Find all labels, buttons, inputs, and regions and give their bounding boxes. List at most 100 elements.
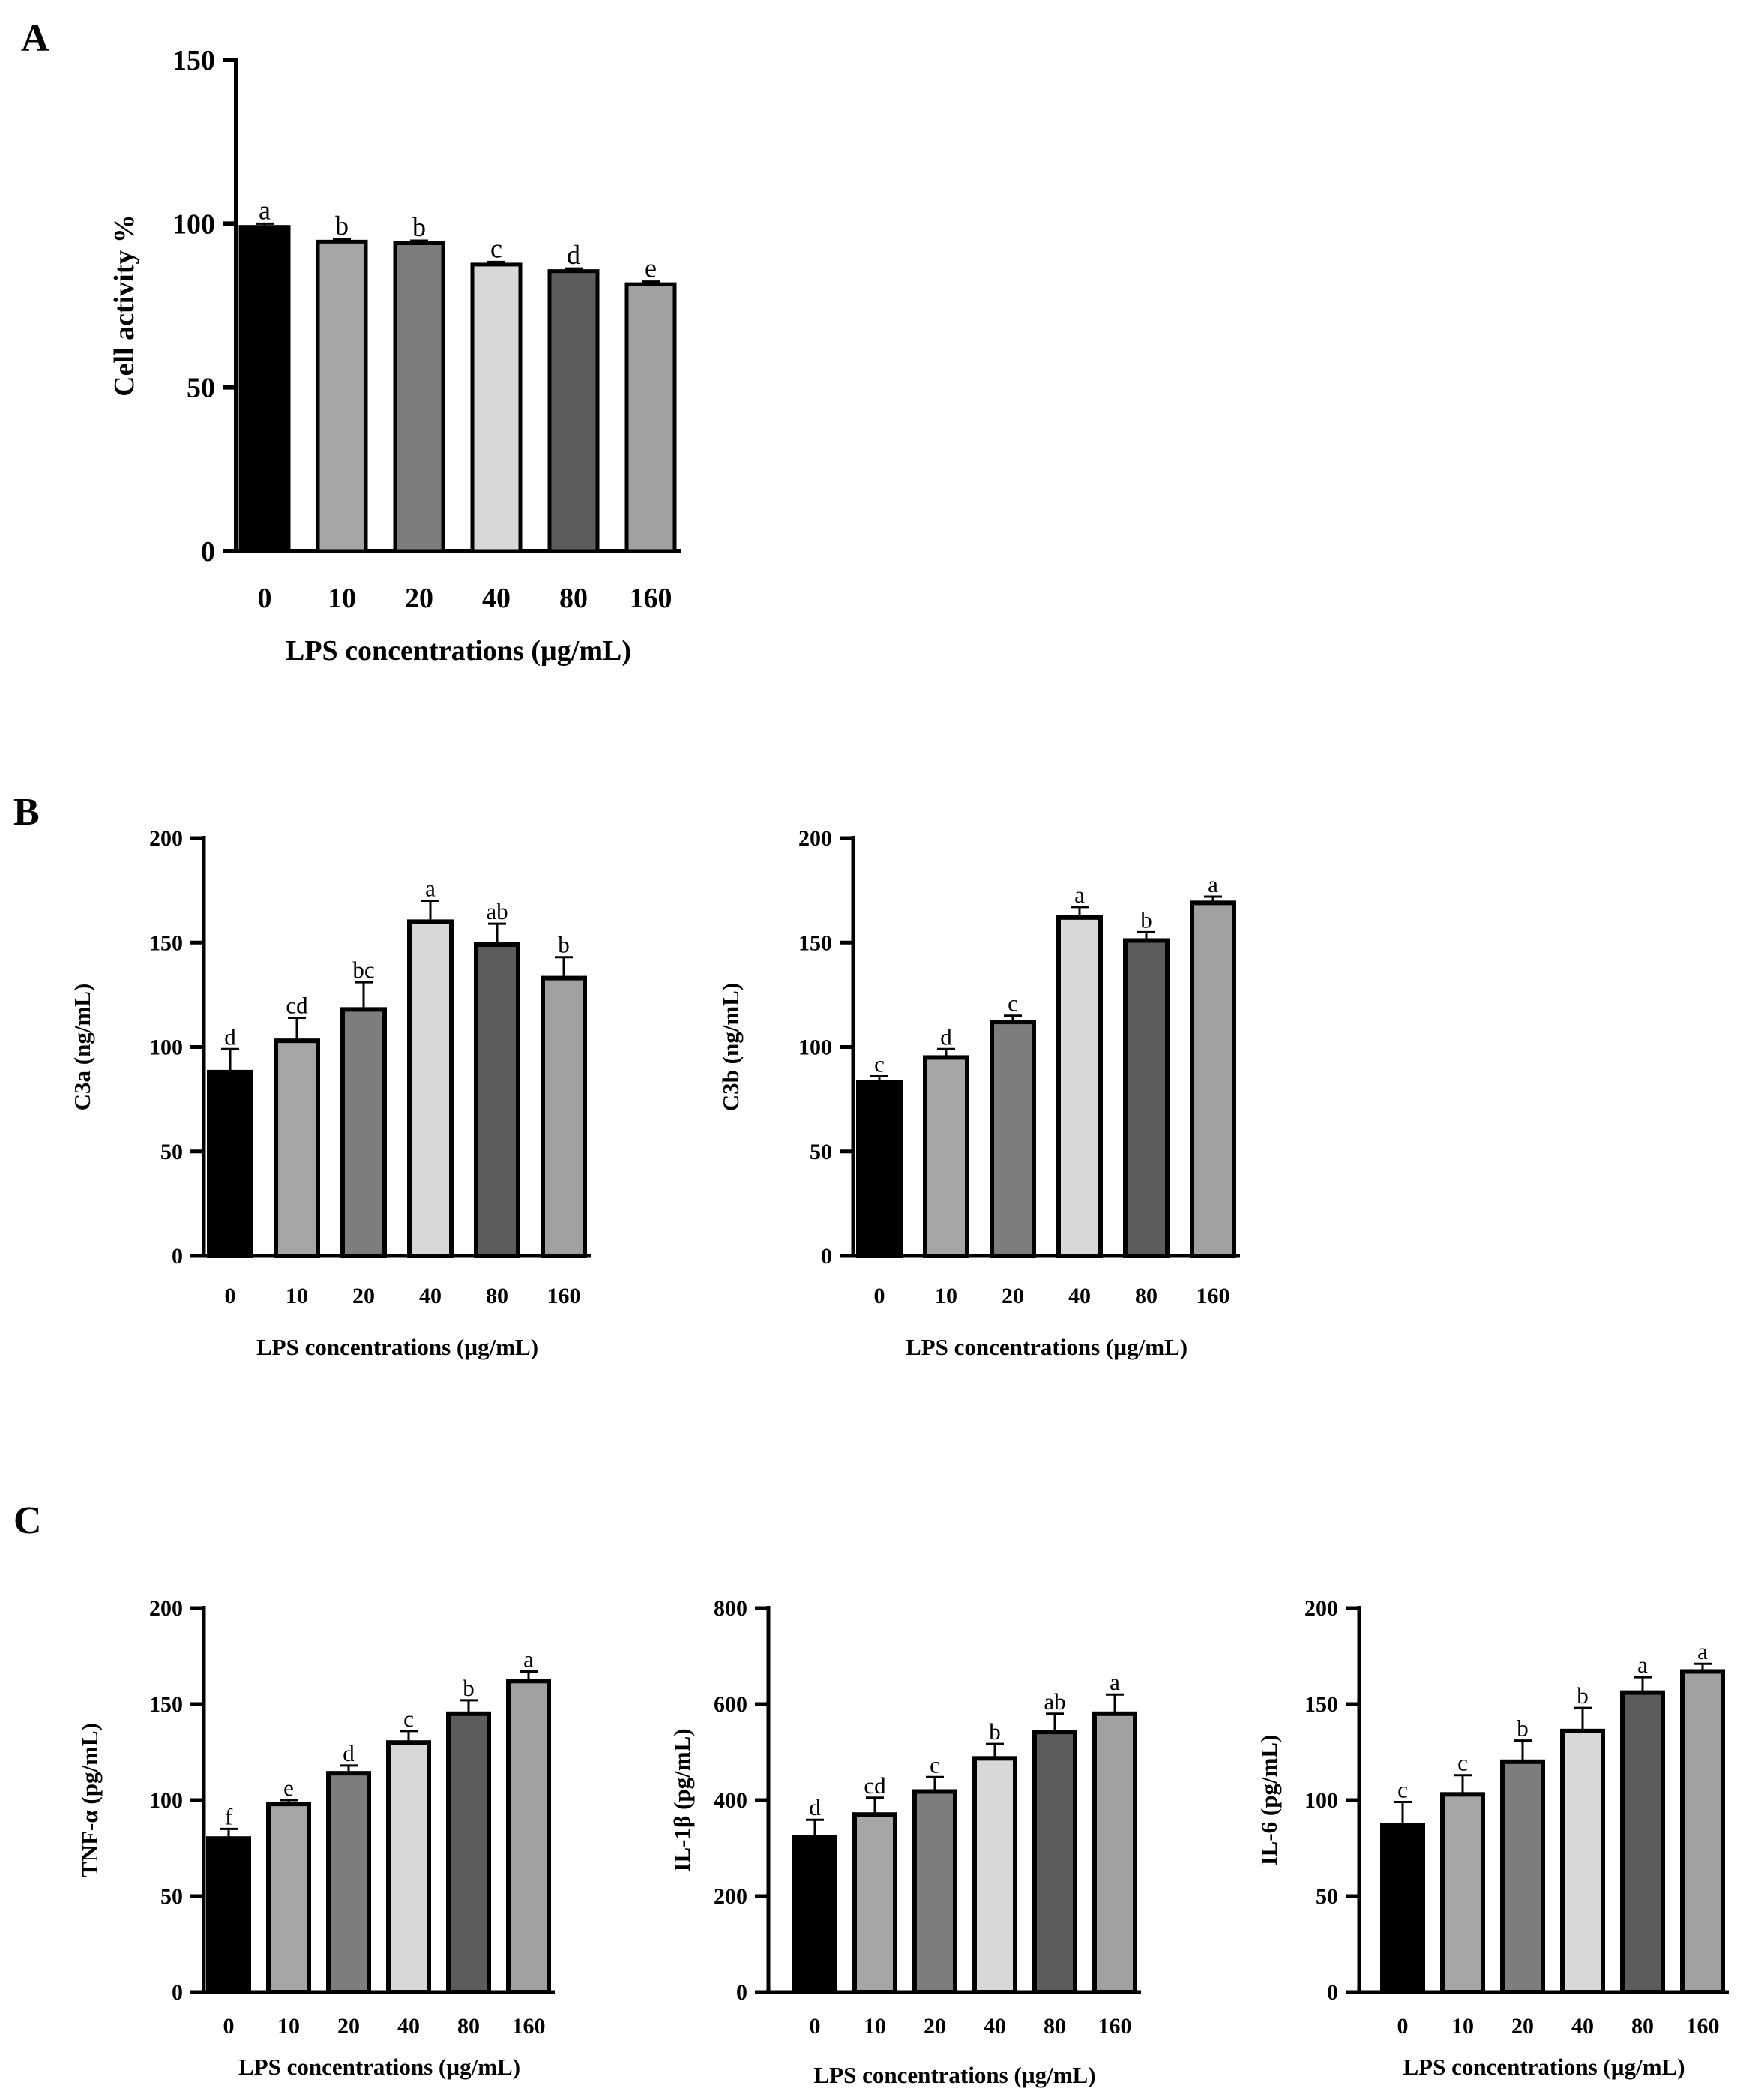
bar (474, 942, 520, 1259)
significance-letter: a (523, 1646, 534, 1672)
x-tick-label: 10 (328, 583, 356, 614)
x-tick-label: 40 (1571, 2014, 1594, 2039)
x-tick-label: 10 (935, 1284, 957, 1308)
x-tick-label: 10 (286, 1284, 308, 1308)
chart-2: 0 50 100 150 200 c 0 d 10 c 20 a 40 b 80 a 160 C3b (ng/mL… (717, 826, 1240, 1360)
bar (1500, 1759, 1545, 1995)
y-tick-label: 150 (149, 1692, 183, 1717)
significance-letter: b (1140, 906, 1152, 933)
significance-letter: b (1517, 1715, 1529, 1742)
significance-letter: c (874, 1050, 885, 1077)
bar (206, 1836, 251, 1994)
significance-letter: d (940, 1023, 952, 1050)
x-tick-label: 0 (810, 2014, 821, 2039)
significance-letter: c (490, 233, 502, 263)
panel-label-b: B (13, 791, 40, 834)
bar (446, 1711, 491, 1995)
significance-letter: ab (1044, 1688, 1065, 1715)
bar (386, 1740, 431, 1994)
bar (1680, 1669, 1725, 1994)
y-tick-label: 50 (810, 1140, 832, 1164)
significance-letter: a (1637, 1652, 1648, 1678)
x-tick-label: 20 (1002, 1284, 1024, 1308)
x-tick-label: 40 (397, 2014, 420, 2039)
chart-1: 0 50 100 150 200 d 0 cd 10 bc 20 a 40 ab 80 b 160 C3a (ng… (69, 826, 591, 1360)
significance-letter: c (1457, 1750, 1468, 1776)
x-tick-label: 80 (559, 583, 588, 614)
bar (1380, 1823, 1425, 1995)
bar (792, 1835, 837, 1994)
bar (912, 1789, 957, 1994)
y-tick-label: 0 (736, 1980, 747, 2005)
x-tick-label: 20 (352, 1284, 375, 1308)
significance-letter: a (259, 195, 271, 225)
y-axis-title: C3b (ng/mL) (717, 983, 744, 1111)
y-tick-label: 50 (160, 1140, 183, 1164)
x-axis-title: LPS concentrations (µg/mL) (813, 2062, 1095, 2088)
x-tick-label: 80 (457, 2014, 480, 2039)
x-tick-label: 0 (223, 2014, 235, 2039)
x-axis-title: LPS concentrations (µg/mL) (286, 635, 631, 667)
y-axis-title: C3a (ng/mL) (69, 984, 95, 1111)
x-tick-label: 0 (225, 1284, 236, 1308)
significance-letter: d (343, 1740, 355, 1766)
panel-label-c: C (13, 1499, 42, 1542)
bar (1560, 1728, 1605, 1995)
x-axis-title: LPS concentrations (µg/mL) (256, 1334, 538, 1360)
x-tick-label: 0 (1397, 2014, 1409, 2039)
x-tick-label: 40 (984, 2014, 1006, 2039)
bar (852, 1812, 897, 1994)
significance-letter: cd (286, 993, 308, 1019)
significance-letter: c (1008, 990, 1018, 1017)
y-tick-label: 50 (160, 1884, 183, 1909)
x-axis-title: LPS concentrations (µg/mL) (238, 2054, 520, 2080)
x-tick-label: 160 (1196, 1284, 1230, 1308)
y-tick-label: 200 (149, 826, 183, 851)
bar (1123, 938, 1170, 1258)
chart-5: 0 50 100 150 200 c 0 c 10 b 20 b 40 a 80 a 160 IL-6 (pg/m… (1256, 1596, 1729, 2080)
x-tick-label: 160 (512, 2014, 546, 2039)
y-tick-label: 400 (714, 1788, 747, 1813)
significance-letter: ab (486, 898, 508, 924)
y-tick-label: 100 (798, 1035, 832, 1060)
bar (316, 239, 368, 553)
bar (506, 1679, 551, 1995)
y-tick-label: 100 (1304, 1788, 1338, 1813)
bar (624, 282, 677, 553)
x-tick-label: 160 (630, 583, 672, 614)
significance-letter: b (463, 1675, 475, 1701)
significance-letter: cd (864, 1772, 886, 1799)
bar (393, 241, 445, 553)
y-tick-label: 200 (714, 1884, 747, 1909)
y-tick-label: 0 (201, 536, 215, 568)
chart-4: 0 200 400 600 800 d 0 cd 10 c 20 b 40 ab 80 a 160 IL-1β (… (669, 1596, 1141, 2088)
bar (238, 225, 291, 553)
significance-letter: d (809, 1794, 821, 1820)
y-tick-label: 0 (172, 1980, 183, 2005)
significance-letter: a (1110, 1669, 1120, 1695)
bar (972, 1756, 1017, 1995)
significance-letter: f (225, 1803, 233, 1829)
bar (1056, 915, 1103, 1258)
x-tick-label: 20 (337, 2014, 360, 2039)
significance-letter: a (1074, 882, 1085, 908)
bar (326, 1771, 371, 1994)
significance-letter: b (989, 1718, 1001, 1745)
y-tick-label: 150 (149, 930, 183, 955)
x-tick-label: 80 (1631, 2014, 1654, 2039)
y-tick-label: 100 (149, 1035, 183, 1060)
significance-letter: c (930, 1751, 940, 1778)
x-tick-label: 20 (924, 2014, 946, 2039)
bar (547, 269, 600, 553)
y-tick-label: 150 (798, 930, 832, 955)
significance-letter: a (1697, 1638, 1708, 1664)
x-tick-label: 160 (1098, 2014, 1132, 2039)
x-tick-label: 10 (864, 2014, 886, 2039)
bar (923, 1055, 969, 1259)
y-tick-label: 200 (1304, 1596, 1338, 1621)
bar (274, 1038, 320, 1259)
x-tick-label: 40 (419, 1284, 442, 1308)
bar (207, 1069, 253, 1259)
